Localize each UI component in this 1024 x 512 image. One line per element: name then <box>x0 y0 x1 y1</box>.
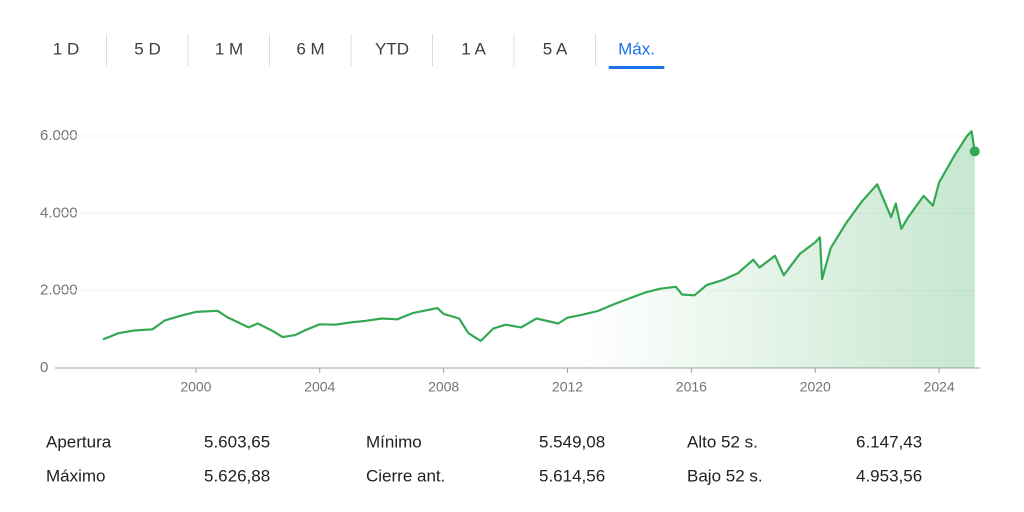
y-tick-label: 2.000 <box>40 282 78 299</box>
range-tab[interactable]: Máx. <box>618 39 655 58</box>
y-tick-label: 4.000 <box>40 204 78 221</box>
range-tab[interactable]: 1 D <box>53 39 79 58</box>
x-tick-label: 2012 <box>552 379 583 395</box>
stat-label: Cierre ant. <box>366 466 445 485</box>
stat-label: Alto 52 s. <box>687 432 758 451</box>
range-tab[interactable]: 1 A <box>461 39 486 58</box>
x-tick-label: 2008 <box>428 379 459 395</box>
range-tab[interactable]: 5 A <box>543 39 568 58</box>
y-tick-label: 6.000 <box>40 127 78 144</box>
stat-value: 5.626,88 <box>204 466 270 485</box>
stat-value: 5.603,65 <box>204 432 270 451</box>
x-tick-label: 2016 <box>676 379 707 395</box>
active-indicator <box>608 66 665 69</box>
range-tab[interactable]: 5 D <box>134 39 160 58</box>
range-tab[interactable]: YTD <box>375 39 409 58</box>
x-tick-label: 2004 <box>304 379 335 395</box>
x-tick-label: 2024 <box>924 379 955 395</box>
price-line <box>102 130 976 342</box>
x-tick-label: 2020 <box>800 379 831 395</box>
stat-value: 5.614,56 <box>539 466 605 485</box>
stat-value: 4.953,56 <box>856 466 922 485</box>
stat-label: Bajo 52 s. <box>687 466 763 485</box>
last-point <box>969 146 980 157</box>
stat-value: 5.549,08 <box>539 432 605 451</box>
stat-label: Apertura <box>46 432 112 451</box>
area-fill <box>102 131 975 368</box>
stat-value: 6.147,43 <box>856 432 922 451</box>
range-tab[interactable]: 1 M <box>215 39 243 58</box>
stat-label: Mínimo <box>366 432 422 451</box>
stat-label: Máximo <box>46 466 106 485</box>
y-tick-label: 0 <box>40 359 48 376</box>
range-tab[interactable]: 6 M <box>296 39 324 58</box>
x-tick-label: 2000 <box>180 379 211 395</box>
